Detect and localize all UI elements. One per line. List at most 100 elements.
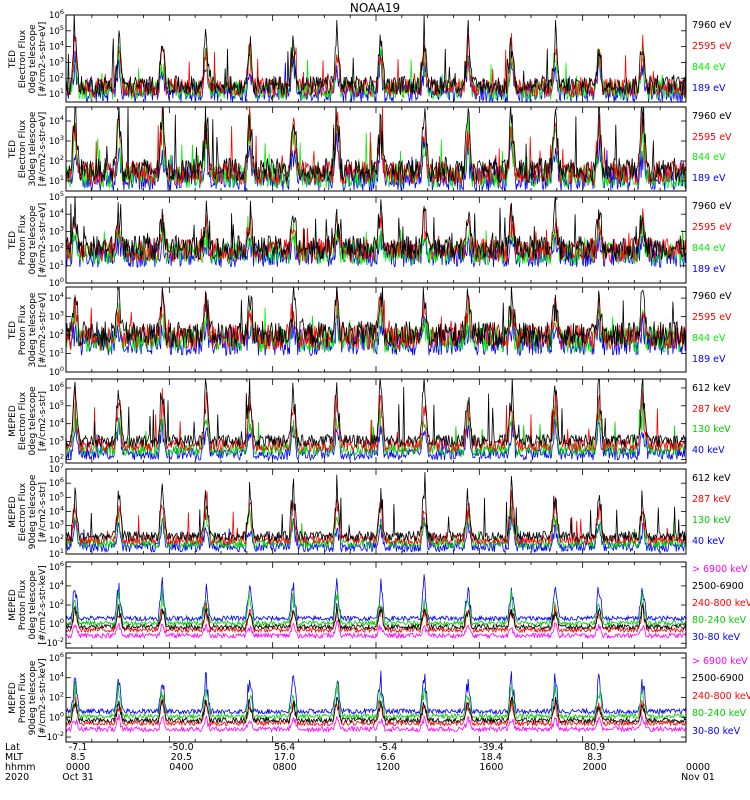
legend-entry: 30-80 keV: [692, 725, 741, 737]
panel-ylabel: TED Electron Flux 30deg telescope [#/cm2-s-…: [8, 106, 48, 192]
footer-mlt-value: 17.0: [274, 752, 296, 763]
y-tick-label: 102: [49, 242, 64, 255]
y-tick-exponent: 3: [60, 134, 64, 142]
legend-entry: 80-240 keV: [692, 615, 747, 627]
y-tick-exponent: 4: [60, 417, 64, 425]
y-tick-exponent: 5: [60, 490, 64, 498]
y-tick-label: 106: [49, 560, 64, 573]
series-line-287-kev: [66, 385, 686, 453]
series-line-80-240-kev: [66, 680, 686, 721]
y-tick-exponent: 2: [60, 533, 64, 541]
series-line-130-kev: [66, 383, 686, 458]
ylabel-line: [#/cm2-s-str-keV]: [38, 657, 48, 738]
y-tick-label: 106: [49, 651, 64, 664]
footer-lat-value: 80.9: [584, 742, 606, 753]
series-line-2595-ev: [66, 204, 686, 264]
legend-entry: 2500-6900: [692, 581, 744, 593]
series-line--6900-kev: [66, 620, 686, 640]
y-tick-label: 104: [49, 671, 64, 684]
legend-entry: 2595 eV: [692, 222, 732, 234]
legend-entry: > 6900 keV: [692, 564, 748, 576]
series-line-2500-6900: [66, 602, 686, 631]
footer-mlt-value: 8.3: [587, 752, 603, 763]
y-tick-exponent: 0: [60, 617, 64, 625]
y-tick-exponent: 6: [60, 381, 64, 389]
series-line-80-240-kev: [66, 589, 686, 628]
y-tick-label: 104: [49, 207, 64, 220]
y-tick-label: 102: [49, 691, 64, 704]
footer-lat-value: -5.4: [378, 742, 398, 753]
y-tick-exponent: 1: [60, 174, 64, 182]
legend-entry: 2500-6900: [692, 673, 744, 685]
y-tick-exponent: 2: [60, 452, 64, 460]
legend-entry: 189 eV: [692, 264, 726, 276]
series-line-2595-ev: [66, 107, 686, 187]
ylabel-line: MEPED: [8, 681, 18, 714]
footer-row-label: hhmm: [5, 762, 36, 773]
y-tick-label: 10-2: [47, 636, 64, 649]
legend-entry: 189 eV: [692, 83, 726, 95]
ylabel-line: 0deg telescope: [28, 23, 38, 94]
y-tick-label: 103: [49, 134, 64, 147]
y-tick-label: 104: [49, 417, 64, 430]
legend-entry: 130 keV: [692, 424, 731, 436]
footer-hhmm-value: 1600: [479, 762, 504, 773]
ylabel-line: [#/cm2-s-str]: [38, 390, 48, 452]
series-line-7960-ev: [66, 287, 686, 348]
y-tick-exponent: 7: [60, 462, 64, 470]
y-tick-exponent: 4: [60, 671, 64, 679]
y-tick-exponent: -2: [58, 636, 64, 644]
y-tick-exponent: 3: [60, 224, 64, 232]
y-tick-exponent: 6: [60, 476, 64, 484]
panel-ylabel: MEPED Proton Flux 0deg telescope [#/cm2-s-s…: [8, 562, 48, 648]
y-tick-exponent: 6: [60, 8, 64, 16]
y-tick-label: 102: [49, 71, 64, 84]
y-tick-label: 100: [49, 617, 64, 630]
legend-entry: 130 keV: [692, 514, 731, 526]
ylabel-line: MEPED: [8, 495, 18, 528]
legend-entry: 30-80 keV: [692, 631, 741, 643]
y-tick-label: 104: [49, 114, 64, 127]
ylabel-line: TED: [8, 230, 18, 250]
ylabel-line: 0deg telescope: [28, 386, 38, 456]
y-tick-label: 106: [49, 8, 64, 21]
y-tick-exponent: 4: [60, 207, 64, 215]
ylabel-line: TED: [8, 49, 18, 68]
legend-entry: 612 keV: [692, 473, 731, 485]
y-tick-exponent: 1: [60, 547, 64, 555]
y-tick-exponent: 3: [60, 55, 64, 63]
legend-entry: 240-800 keV: [692, 690, 750, 702]
y-tick-label: 102: [49, 154, 64, 167]
legend-entry: 189 eV: [692, 172, 726, 184]
series-line--6900-kev: [66, 713, 686, 734]
ylabel-line: Electron Flux: [18, 391, 28, 451]
legend-entry: 7960 eV: [692, 19, 732, 31]
figure-title: NOAA19: [349, 1, 401, 15]
ylabel-line: Proton Flux: [18, 672, 28, 723]
legend-entry: 612 keV: [692, 383, 731, 395]
y-tick-label: 103: [49, 519, 64, 532]
legend-entry: 40 keV: [692, 444, 725, 456]
y-tick-label: 106: [49, 381, 64, 394]
y-tick-exponent: 5: [60, 190, 64, 198]
ylabel-line: [#/cm2-s-str]: [38, 481, 48, 542]
footer-row-label: MLT: [5, 752, 23, 763]
ylabel-line: 30deg telescope: [28, 111, 38, 187]
y-tick-exponent: 1: [60, 259, 64, 267]
footer-row-label: 2020: [5, 772, 30, 783]
footer-lat-value: -50.0: [169, 742, 194, 753]
panel-ylabel: TED Proton Flux 0deg telescope [#/cm2-s-str…: [8, 197, 48, 283]
ylabel-line: 90deg telescope: [28, 474, 38, 549]
y-tick-label: 104: [49, 291, 64, 304]
y-tick-label: 103: [49, 435, 64, 448]
series-line-2595-ev: [66, 287, 686, 351]
ylabel-line: Electron Flux: [18, 29, 28, 88]
series-line-7960-ev: [66, 15, 686, 96]
ylabel-line: [#/cm2-s-str-eV]: [38, 292, 48, 367]
series-line-240-800-kev: [66, 696, 686, 728]
ylabel-line: [#/cm2-s-str-eV]: [38, 111, 48, 187]
y-tick-label: 105: [49, 24, 64, 37]
ylabel-line: 0deg telescope: [28, 205, 38, 275]
panel-ylabel: TED Electron Flux 0deg telescope [#/cm2-s-s…: [8, 16, 48, 102]
y-tick-exponent: 1: [60, 347, 64, 355]
